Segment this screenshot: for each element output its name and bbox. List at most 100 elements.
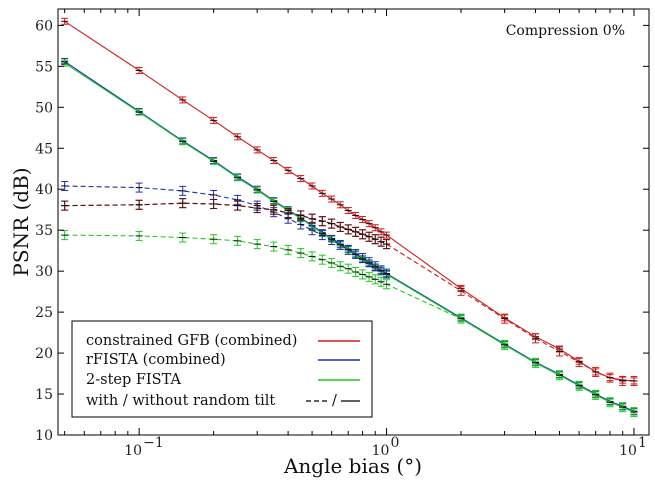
- data-point: [383, 239, 391, 250]
- data-point: [630, 407, 638, 418]
- data-point: [179, 138, 187, 146]
- data-point: [619, 402, 627, 413]
- data-point: [359, 269, 367, 280]
- data-point: [210, 189, 218, 200]
- data-point: [352, 226, 360, 237]
- data-point: [592, 389, 600, 400]
- data-point: [630, 375, 638, 386]
- data-point: [61, 180, 69, 191]
- x-tick-label: 10: [124, 443, 142, 459]
- data-point: [297, 248, 305, 259]
- data-point: [336, 221, 344, 232]
- data-point: [270, 157, 278, 165]
- data-point: [179, 185, 187, 196]
- data-point: [308, 213, 316, 224]
- data-point: [234, 174, 242, 182]
- data-point: [328, 257, 336, 268]
- data-point: [210, 116, 218, 124]
- data-point: [210, 198, 218, 209]
- plot-frame: [57, 8, 650, 436]
- data-point: [371, 274, 379, 285]
- data-point: [371, 234, 379, 245]
- data-point: [365, 231, 373, 242]
- data-point: [318, 254, 326, 265]
- data-point: [501, 313, 509, 324]
- data-point: [234, 200, 242, 211]
- series-line-6: [64, 202, 387, 245]
- data-point: [365, 257, 373, 268]
- data-point: [270, 204, 278, 215]
- data-point: [377, 265, 385, 276]
- data-point: [135, 108, 143, 116]
- y-tick-label: 10: [35, 428, 53, 444]
- data-point: [308, 225, 316, 236]
- data-point: [344, 263, 352, 274]
- data-point: [336, 239, 344, 250]
- data-point: [61, 17, 69, 25]
- data-point: [377, 276, 385, 287]
- data-point: [619, 375, 627, 386]
- data-point: [532, 333, 540, 344]
- y-tick-label: 30: [35, 264, 53, 280]
- data-point: [253, 186, 261, 194]
- data-point: [352, 211, 360, 219]
- data-point: [377, 236, 385, 247]
- data-point: [592, 366, 600, 377]
- data-point: [284, 207, 292, 218]
- data-point: [308, 182, 316, 190]
- legend-separator: /: [332, 393, 337, 409]
- series-layer: [61, 17, 638, 418]
- data-point: [555, 346, 563, 357]
- data-point: [210, 157, 218, 165]
- series-line-4: [64, 185, 387, 275]
- data-point: [336, 261, 344, 272]
- data-point: [234, 235, 242, 246]
- data-point: [318, 189, 326, 197]
- y-tick-label: 45: [35, 141, 53, 157]
- data-point: [253, 146, 261, 154]
- y-tick-label: 25: [35, 305, 53, 321]
- data-point: [365, 220, 373, 228]
- x-axis-title: Angle bias (°): [283, 454, 422, 478]
- data-point: [135, 66, 143, 74]
- data-point: [179, 232, 187, 243]
- data-point: [501, 339, 509, 350]
- data-point: [135, 230, 143, 241]
- data-point: [383, 268, 391, 279]
- data-point: [344, 207, 352, 215]
- data-point: [352, 266, 360, 277]
- data-point: [457, 313, 465, 324]
- data-point: [270, 198, 278, 206]
- data-point: [328, 218, 336, 229]
- data-point: [344, 244, 352, 255]
- x-tick-label-exponent: 1: [638, 435, 647, 451]
- data-point: [179, 96, 187, 104]
- data-point: [336, 201, 344, 209]
- legend-label-fista: 2-step FISTA: [86, 372, 181, 388]
- data-point: [344, 224, 352, 235]
- data-point: [606, 397, 614, 408]
- x-tick-label-exponent: 0: [391, 435, 400, 451]
- data-point: [359, 216, 367, 224]
- data-point: [284, 166, 292, 174]
- data-point: [359, 229, 367, 240]
- x-tick-label: 10: [372, 443, 390, 459]
- legend-label-rfista: rFISTA (combined): [86, 352, 226, 368]
- x-tick-label-exponent: −1: [143, 435, 164, 451]
- data-point: [532, 357, 540, 368]
- data-point: [308, 251, 316, 262]
- data-point: [318, 230, 326, 241]
- data-point: [383, 231, 391, 239]
- y-tick-label: 15: [35, 387, 53, 403]
- data-point: [555, 370, 563, 381]
- data-point: [328, 235, 336, 246]
- data-point: [328, 195, 336, 203]
- data-point: [318, 216, 326, 227]
- y-tick-label: 40: [35, 182, 53, 198]
- data-point: [383, 279, 391, 290]
- y-tick-label: 55: [35, 59, 53, 75]
- data-point: [575, 357, 583, 368]
- data-point: [284, 244, 292, 255]
- data-point: [135, 182, 143, 193]
